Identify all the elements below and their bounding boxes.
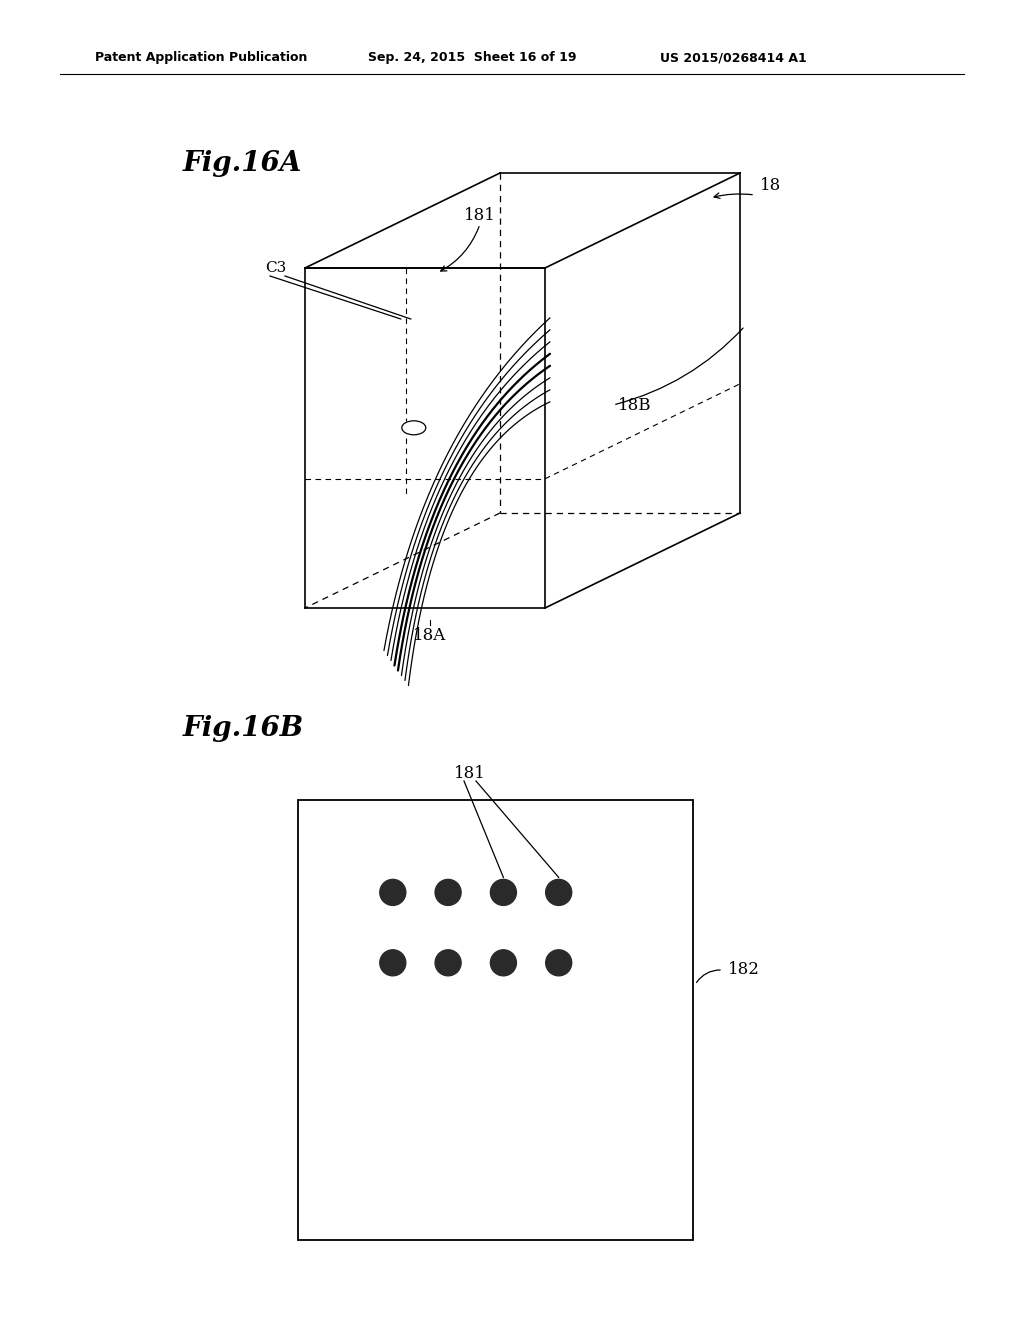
Text: US 2015/0268414 A1: US 2015/0268414 A1 bbox=[660, 51, 807, 65]
Circle shape bbox=[490, 879, 516, 906]
Circle shape bbox=[546, 950, 571, 975]
Text: Fig.16B: Fig.16B bbox=[183, 715, 304, 742]
Bar bbox=[298, 800, 693, 1239]
Text: 182: 182 bbox=[728, 961, 760, 978]
Circle shape bbox=[490, 950, 516, 975]
Text: 18A: 18A bbox=[414, 627, 446, 644]
Circle shape bbox=[380, 879, 406, 906]
Text: Fig.16A: Fig.16A bbox=[183, 150, 302, 177]
Text: 18B: 18B bbox=[618, 396, 651, 413]
Circle shape bbox=[380, 950, 406, 975]
Text: Sep. 24, 2015  Sheet 16 of 19: Sep. 24, 2015 Sheet 16 of 19 bbox=[368, 51, 577, 65]
Circle shape bbox=[546, 879, 571, 906]
Text: Patent Application Publication: Patent Application Publication bbox=[95, 51, 307, 65]
Circle shape bbox=[435, 950, 461, 975]
Ellipse shape bbox=[401, 421, 426, 434]
Circle shape bbox=[435, 879, 461, 906]
Text: C3: C3 bbox=[265, 261, 287, 275]
Text: 181: 181 bbox=[464, 206, 496, 223]
Text: 181: 181 bbox=[454, 764, 486, 781]
Text: 18: 18 bbox=[760, 177, 781, 194]
